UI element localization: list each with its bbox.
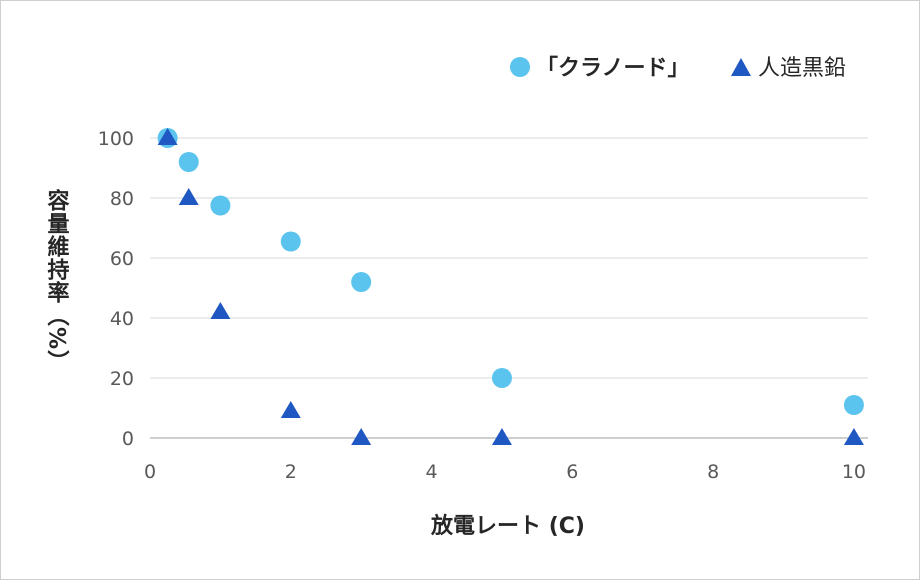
point-kuranodo <box>280 231 301 252</box>
x-tick-label: 8 <box>707 461 719 483</box>
legend-label-artificial-graphite: 人造黒鉛 <box>758 56 846 81</box>
point-artificial-graphite <box>178 188 199 205</box>
data-points <box>157 128 864 445</box>
point-kuranodo <box>491 368 512 388</box>
point-kuranodo <box>210 195 231 216</box>
x-tick-label: 2 <box>285 461 297 483</box>
legend-label-kuranodo: 「クラノード」 <box>536 56 690 81</box>
point-artificial-graphite <box>491 428 512 445</box>
y-tick-labels: 0 20 40 60 80 100 <box>98 128 134 450</box>
y-tick-label: 80 <box>110 188 134 210</box>
point-artificial-graphite <box>351 428 372 445</box>
point-kuranodo <box>178 152 199 172</box>
legend: 「クラノード」 人造黒鉛 <box>510 56 846 81</box>
y-axis-title: 容量維持率（%） <box>44 188 70 373</box>
point-artificial-graphite <box>843 428 864 445</box>
point-artificial-graphite <box>157 128 178 145</box>
point-kuranodo <box>351 272 372 292</box>
legend-triangle-marker <box>731 58 751 76</box>
y-tick-label: 40 <box>110 308 134 330</box>
x-axis-title: 放電レート (C) <box>430 513 585 539</box>
y-tick-label: 20 <box>110 368 134 390</box>
grid-lines <box>150 137 868 439</box>
x-tick-labels: 0 2 4 6 8 10 <box>144 461 866 483</box>
y-tick-label: 0 <box>122 428 134 450</box>
x-tick-label: 10 <box>842 461 866 483</box>
x-tick-label: 0 <box>144 461 156 483</box>
x-tick-label: 4 <box>426 461 438 483</box>
y-tick-label: 100 <box>98 128 134 150</box>
point-artificial-graphite <box>210 302 231 319</box>
x-tick-label: 6 <box>566 461 578 483</box>
point-artificial-graphite <box>280 401 301 418</box>
point-kuranodo <box>843 395 864 415</box>
legend-circle-marker <box>510 57 530 77</box>
y-tick-label: 60 <box>110 248 134 270</box>
